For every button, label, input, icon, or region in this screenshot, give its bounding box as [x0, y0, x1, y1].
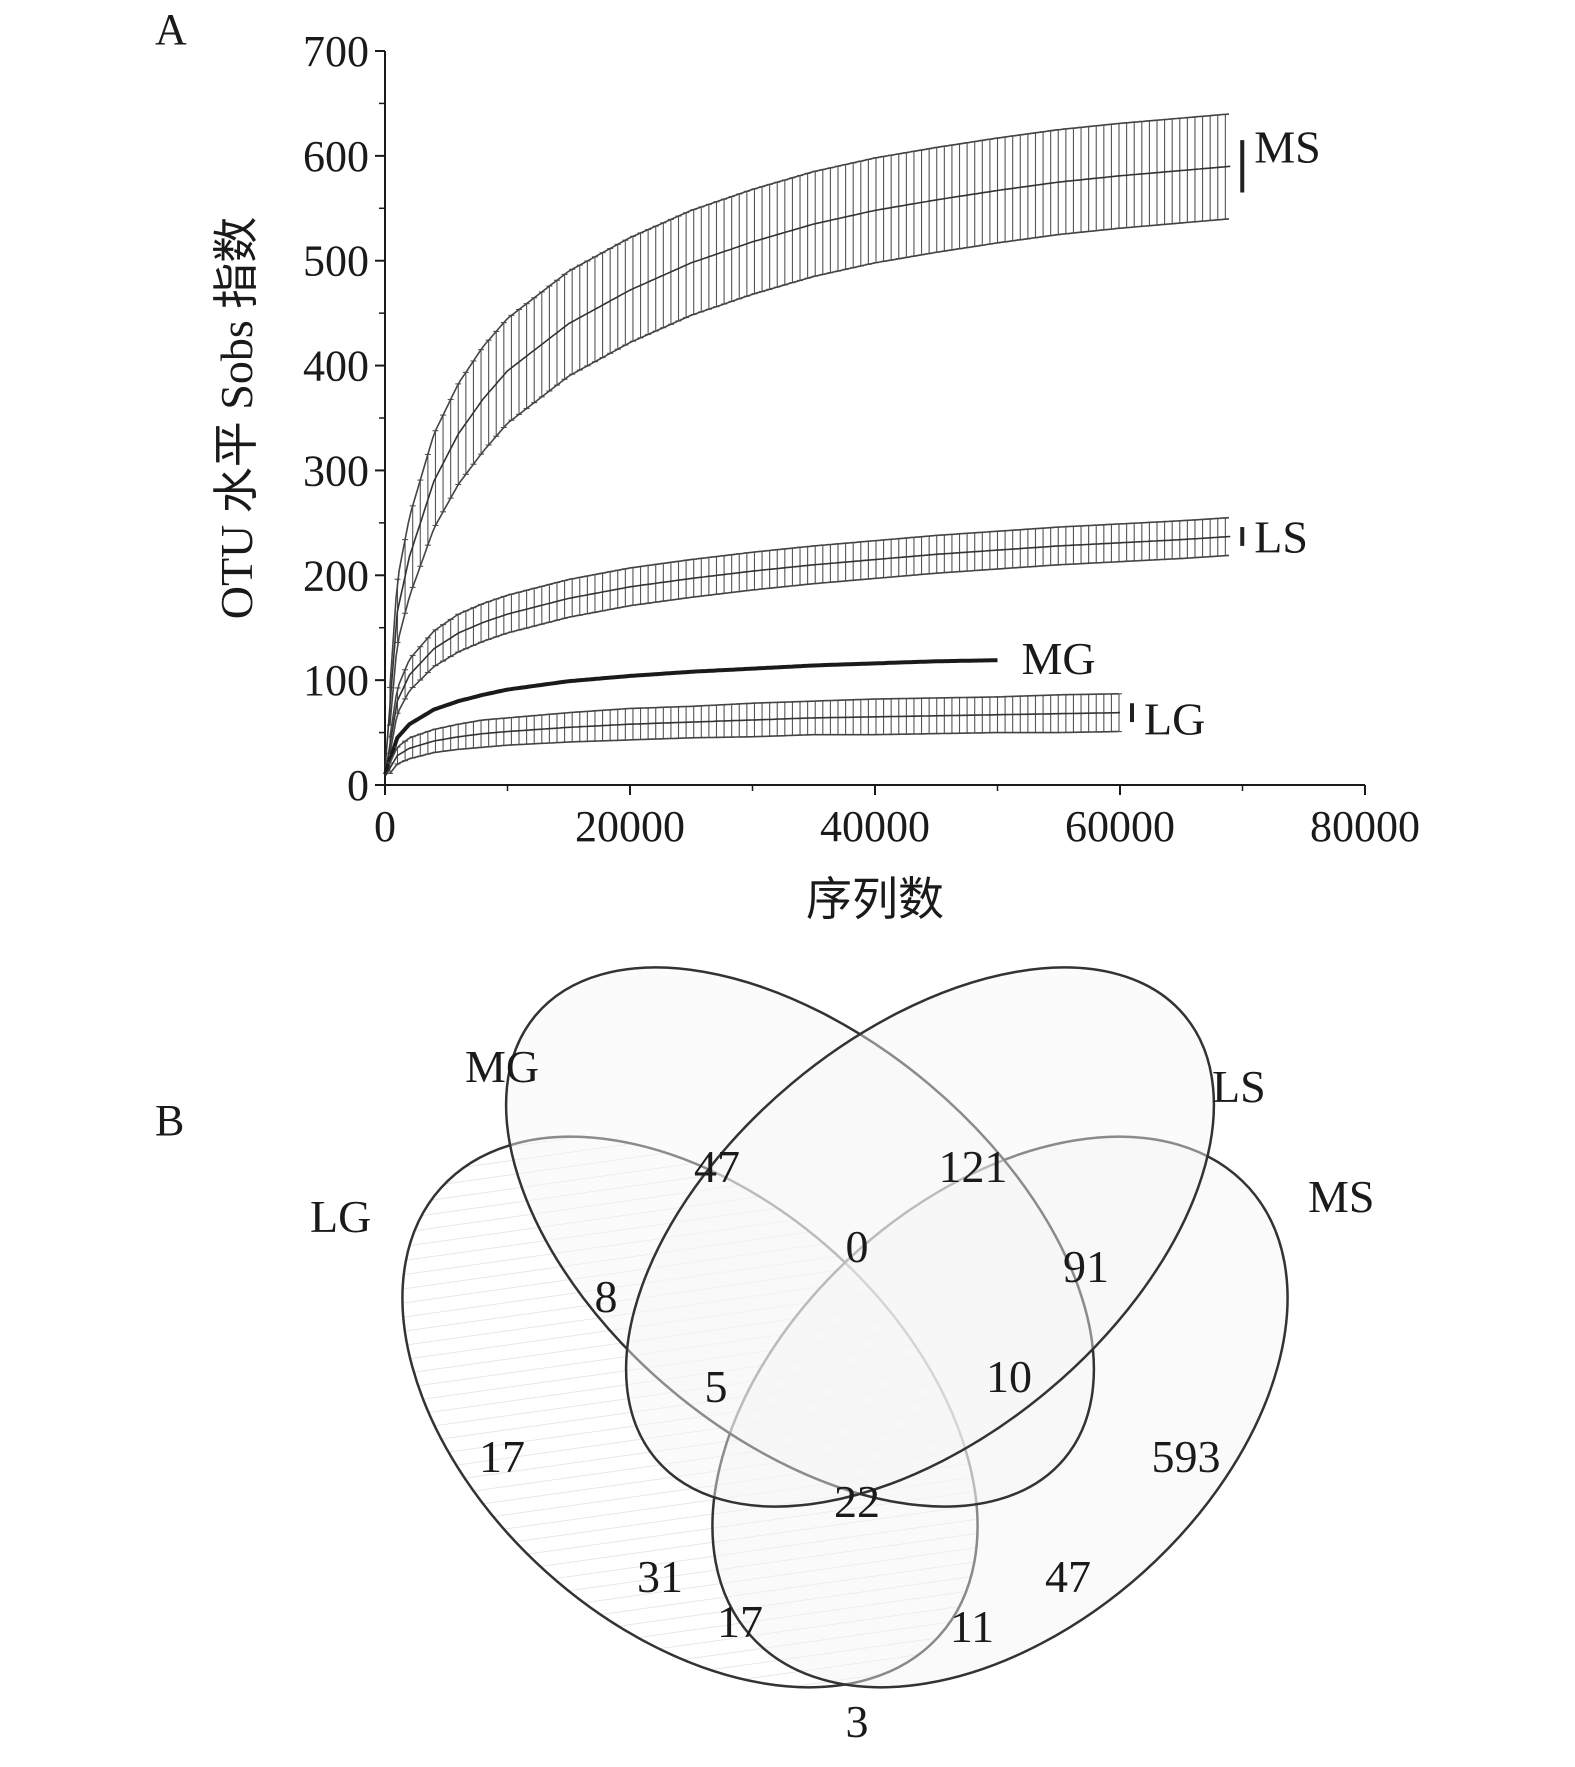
series-line-ms: [384, 165, 1231, 770]
panel-b-letter: B: [155, 1096, 184, 1145]
rarefaction-chart: A 0 100 200 300 400 500 600 700 0 20000 40000 60000…: [155, 5, 1420, 925]
venn-count-mg-ls-ms: 10: [986, 1351, 1032, 1402]
error-envelope-upper-lg: [389, 693, 1119, 764]
chart-series: MS LS MG LG: [383, 113, 1321, 778]
error-envelope-lower-lg: [389, 730, 1119, 774]
venn-diagram: B MG LS LG MS 47 121 0 91 8 5 10 17 593 …: [155, 966, 1374, 1747]
venn-count-lg-ms: 3: [846, 1696, 869, 1747]
venn-set-label-mg: MG: [465, 1041, 539, 1092]
y-tick-label: 600: [303, 132, 369, 181]
venn-count-lg-ls-ms: 17: [717, 1596, 763, 1647]
venn-count-lg-mg-ms: 11: [950, 1601, 994, 1652]
series-mg: MG: [383, 633, 1096, 776]
y-tick-label: 500: [303, 237, 369, 286]
venn-count-mg-ms: 47: [1045, 1551, 1091, 1602]
y-tick-label: 700: [303, 27, 369, 76]
venn-count-mg-only: 47: [694, 1141, 740, 1192]
series-label-ls: LS: [1254, 511, 1308, 562]
venn-ellipse-ms: [711, 1135, 1289, 1689]
venn-count-lg-ls: 31: [637, 1551, 683, 1602]
error-envelope-lower-ls: [389, 554, 1230, 754]
venn-count-ls-ms: 91: [1063, 1241, 1109, 1292]
venn-count-mg-ls: 0: [846, 1221, 869, 1272]
series-label-lg: LG: [1144, 694, 1205, 745]
series-ls: LS: [384, 511, 1308, 775]
series-line-mg: [383, 658, 998, 776]
venn-ellipse-mg: [504, 966, 1096, 1508]
y-tick-label: 400: [303, 342, 369, 391]
y-tick-label: 0: [347, 761, 369, 810]
x-tick-label: 20000: [575, 802, 685, 851]
venn-count-lg-mg: 8: [595, 1271, 618, 1322]
error-envelope-lower-ms: [389, 218, 1230, 726]
series-line-ls: [384, 535, 1231, 775]
venn-ellipse-ls: [624, 966, 1216, 1508]
venn-set-label-ls: LS: [1212, 1061, 1266, 1112]
y-axis-label: OTU 水平 Sobs 指数: [211, 217, 262, 620]
venn-set-label-lg: LG: [310, 1191, 371, 1242]
venn-count-all: 22: [834, 1476, 880, 1527]
error-envelope-upper-ls: [389, 516, 1230, 738]
x-tick-label: 60000: [1065, 802, 1175, 851]
series-ms: MS: [384, 113, 1321, 770]
x-tick-label: 40000: [820, 802, 930, 851]
panel-a-letter: A: [155, 5, 187, 54]
series-line-lg: [384, 711, 1121, 778]
x-axis-label: 序列数: [806, 874, 944, 925]
series-lg: LG: [384, 693, 1205, 778]
y-tick-label: 200: [303, 551, 369, 600]
x-tick-label: 0: [374, 802, 396, 851]
venn-count-lg-mg-ls: 5: [705, 1361, 728, 1412]
y-tick-label: 100: [303, 656, 369, 705]
y-tick-label: 300: [303, 446, 369, 495]
series-label-ms: MS: [1254, 121, 1320, 172]
error-envelope-upper-ms: [389, 113, 1230, 688]
venn-set-label-ms: MS: [1308, 1171, 1374, 1222]
chart-axes: 0 100 200 300 400 500 600 700 0 20000 40000 60000 80…: [303, 27, 1420, 851]
venn-count-ms-only: 593: [1152, 1431, 1221, 1482]
venn-count-lg-only: 17: [479, 1431, 525, 1482]
x-tick-label: 80000: [1310, 802, 1420, 851]
venn-count-ls-only: 121: [939, 1141, 1008, 1192]
series-label-mg: MG: [1022, 633, 1096, 684]
